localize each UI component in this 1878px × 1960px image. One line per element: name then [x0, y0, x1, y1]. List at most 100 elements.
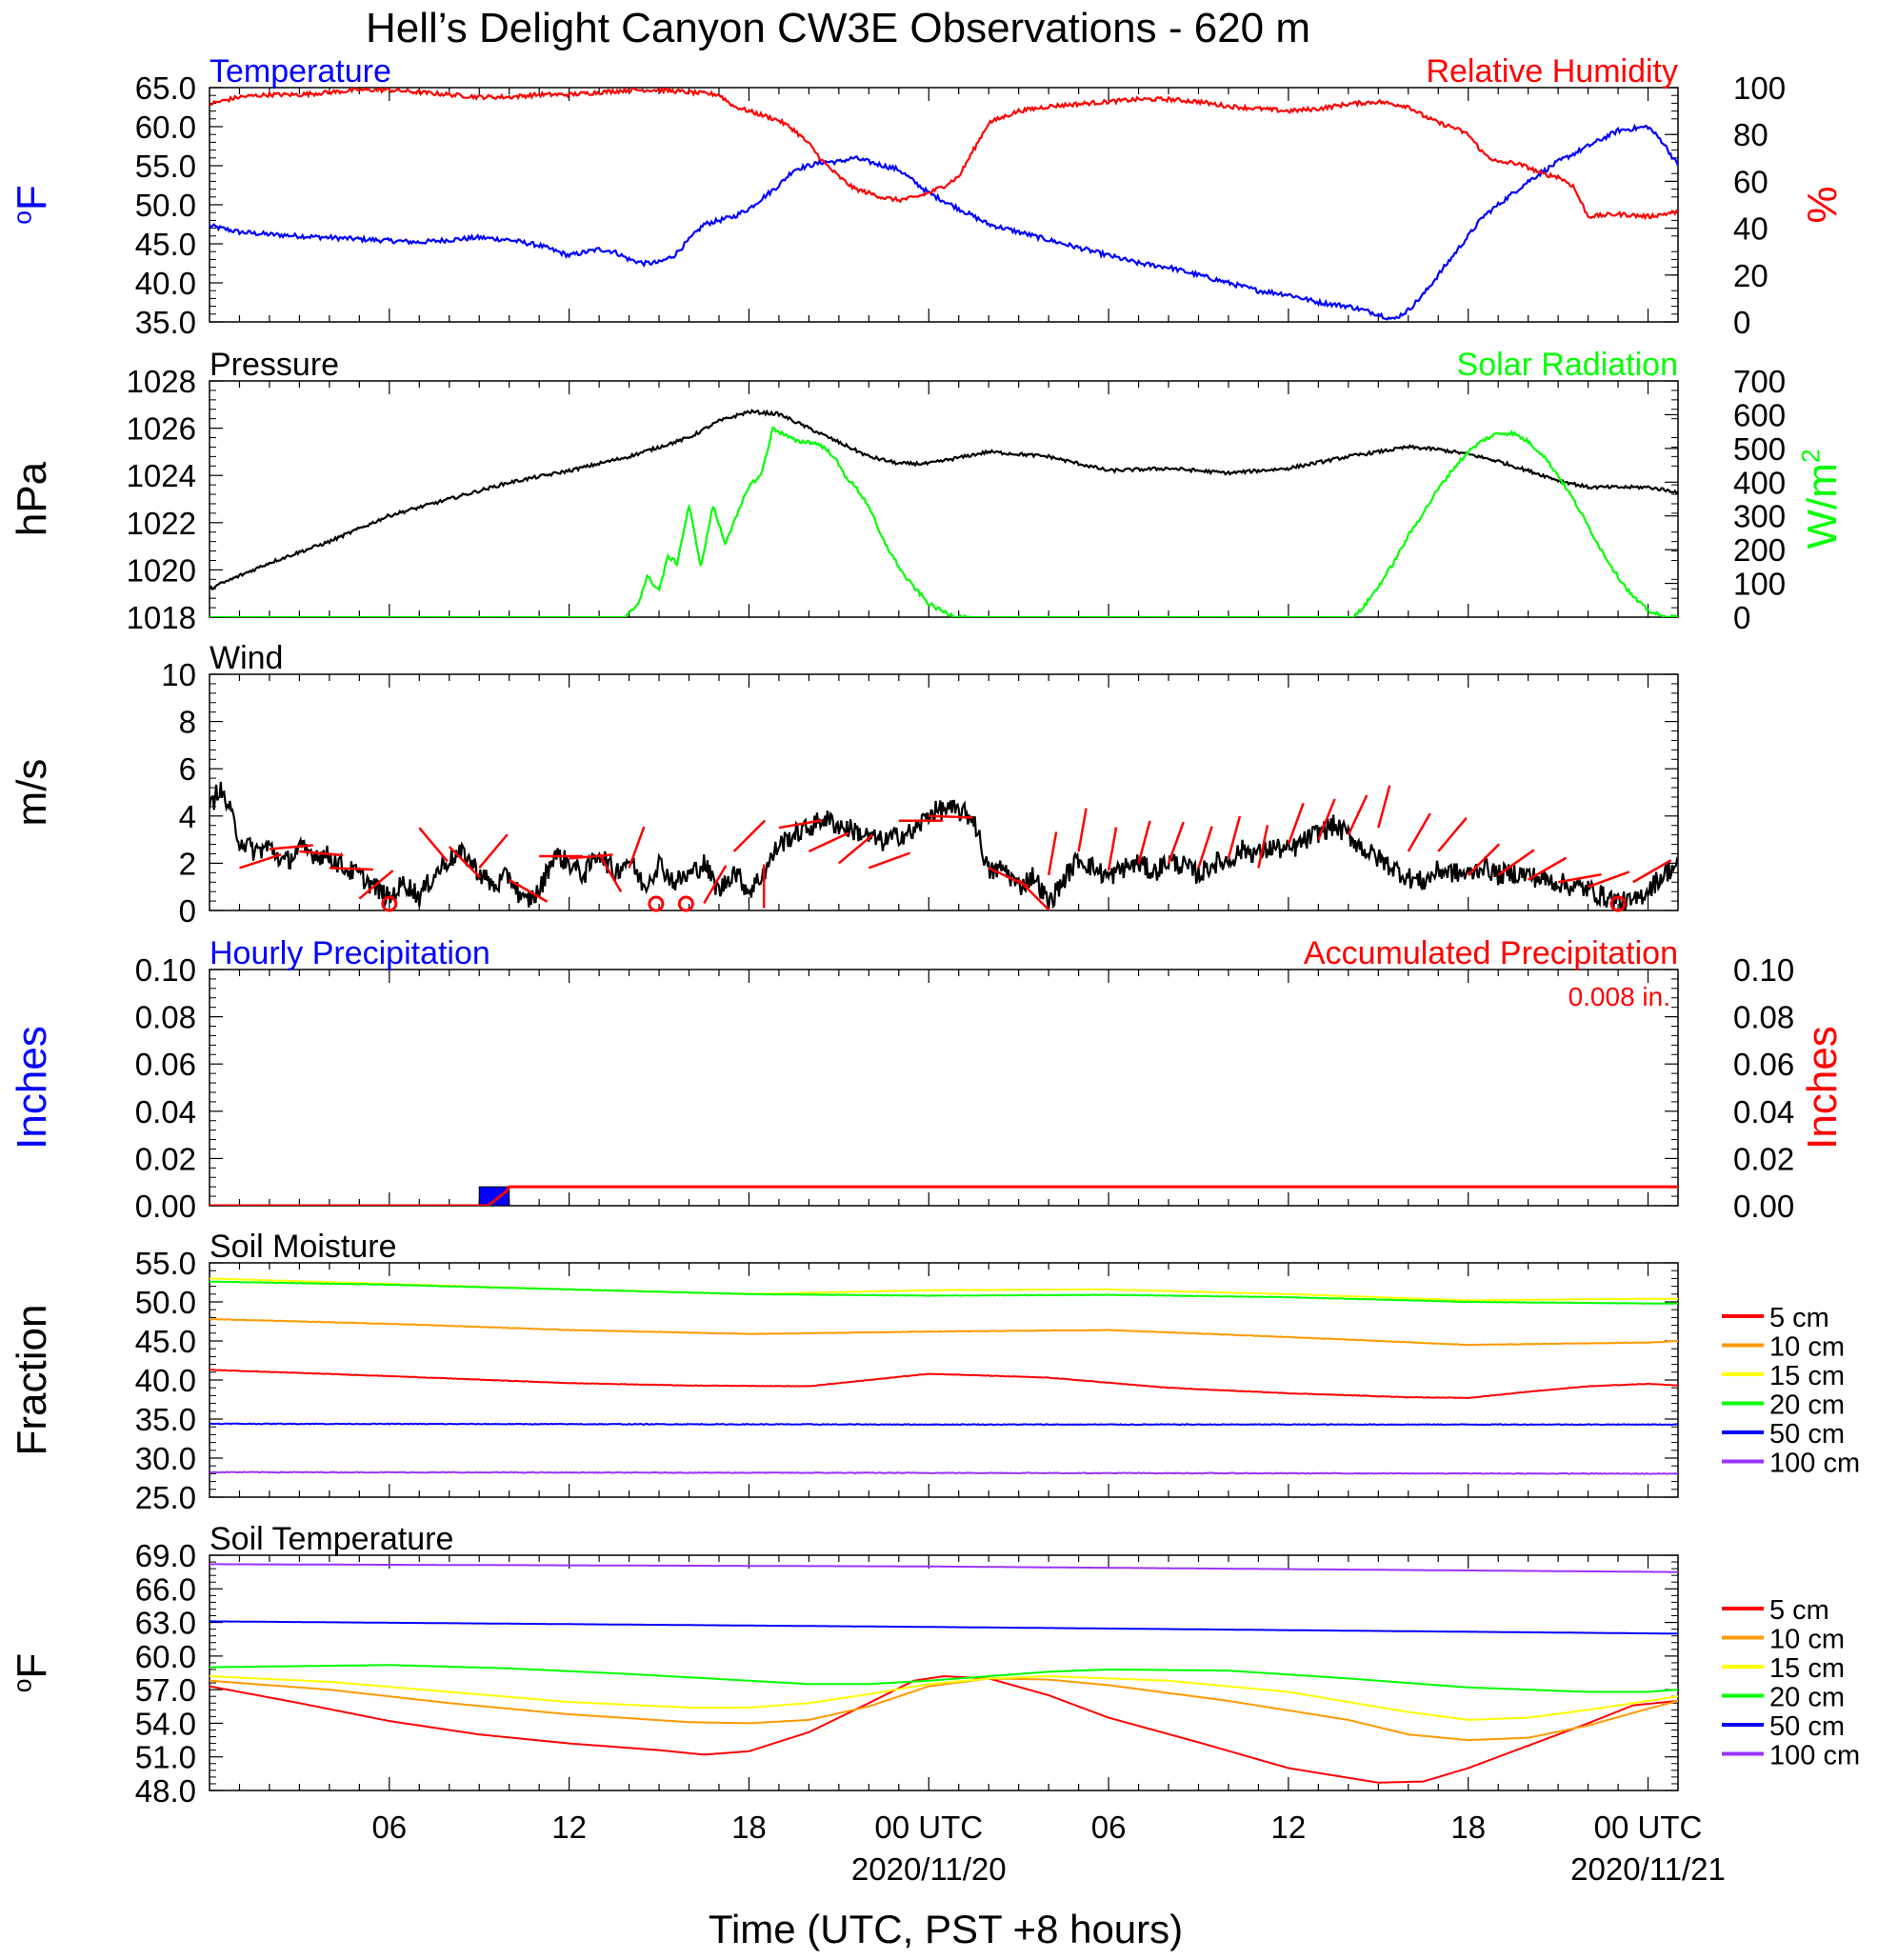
y-axis-label-left: oF [9, 1653, 55, 1693]
y-tick-label-left: 51.0 [135, 1740, 196, 1775]
y-axis-label-left: Inches [9, 1026, 55, 1150]
y-tick-label-left: 1022 [127, 506, 196, 541]
y-axis-label-right-exp: 2 [1796, 449, 1825, 463]
wind-direction-barb [569, 853, 613, 860]
legend-label: 5 cm [1769, 1595, 1829, 1626]
wind-direction-barb [1137, 820, 1151, 864]
y-tick-label-right: 0.08 [1733, 1000, 1794, 1035]
y-tick-label-left: 50.0 [135, 188, 196, 223]
series-line-pressure [210, 409, 1678, 591]
legend-label: 100 cm [1769, 1449, 1860, 1479]
y-tick-label-left: 35.0 [135, 1402, 196, 1437]
calm-wind-marker [1609, 895, 1627, 912]
wind-direction-barb [1017, 878, 1051, 910]
y-tick-label-right: 60 [1733, 164, 1768, 199]
wind-direction-barb [778, 818, 823, 830]
figure-title: Hell’s Delight Canyon CW3E Observations … [366, 5, 1310, 51]
y-tick-label-left: 1020 [127, 552, 196, 588]
y-tick-label-left: 54.0 [135, 1706, 196, 1741]
y-tick-label-left: 10 [161, 657, 196, 692]
y-tick-label-left: 1018 [127, 600, 196, 635]
wind-direction-barb [1528, 856, 1568, 881]
panel-temp_rh: 35.0 40.0 45.0 50.0 55.0 60.0 65.0 0 20 40 60 80 100… [9, 53, 1846, 340]
wind-direction-barb [269, 844, 313, 850]
wind-direction-barb [1407, 812, 1431, 852]
wind-direction-barb [838, 833, 873, 865]
y-axis-label-left-degree: o [9, 210, 37, 225]
wind-direction-barb [732, 819, 767, 852]
wind-direction-barb [929, 814, 973, 819]
y-tick-label-right: 600 [1733, 397, 1786, 432]
y-axis-label-left-degree: o [9, 1679, 37, 1693]
y-tick-label-left: 25.0 [135, 1480, 196, 1515]
y-tick-label-right: 100 [1733, 70, 1786, 106]
y-axis-label-right: W/m2 [1796, 449, 1846, 549]
y-tick-label-left: 60.0 [135, 1639, 196, 1674]
wind-direction-barb [478, 833, 509, 870]
plot-area [210, 1563, 1678, 1784]
y-tick-label-right: 500 [1733, 431, 1786, 467]
y-axis-label-left: Fraction [9, 1305, 55, 1456]
y-tick-label-right: 0.10 [1733, 952, 1794, 988]
y-tick-label-left: 60.0 [135, 110, 196, 145]
wind-direction-barb [239, 852, 282, 870]
x-tick-label: 18 [731, 1810, 767, 1845]
panel-soil_moisture: 25.0 30.0 35.0 40.0 45.0 50.0 55.0 Soil Moistur… [9, 1229, 1860, 1515]
legend-label: 50 cm [1769, 1711, 1845, 1742]
wind-direction-barb [358, 870, 394, 900]
legend-label: 5 cm [1769, 1303, 1829, 1333]
wind-direction-barb [1167, 821, 1185, 864]
y-axis-label-left: oF [9, 185, 55, 225]
y-tick-label-right: 0 [1733, 305, 1750, 340]
x-axis: 06 12 18 00 UTC 2020/11/20 06 12 18 00 UTC 2020/1… [371, 1810, 1725, 1887]
x-tick-label: 12 [551, 1810, 587, 1845]
calm-wind-marker [381, 895, 398, 912]
y-axis-label-right: Inches [1799, 1026, 1846, 1150]
panel-title-left: Soil Temperature [210, 1521, 453, 1557]
plot-area [210, 1185, 1678, 1206]
y-tick-label-left: 50.0 [135, 1285, 196, 1320]
legend-label: 15 cm [1769, 1361, 1845, 1391]
series-line-50-cm [210, 1422, 1678, 1427]
panels-group: 35.040.045.050.055.060.065.0020406080100… [9, 53, 1861, 1809]
x-tick-date-label: 2020/11/21 [1570, 1851, 1726, 1887]
panel-title-left: Wind [210, 640, 283, 676]
panel-wind: 0 2 4 6 8 10 Wind m/s [9, 640, 1679, 929]
panel-title-left: Pressure [210, 347, 339, 383]
wind-direction-barb [1077, 808, 1088, 852]
y-tick-label-left: 55.0 [135, 149, 196, 184]
y-tick-label-right: 0 [1733, 600, 1750, 635]
wind-direction-barb [1107, 827, 1118, 871]
y-tick-label-left: 69.0 [135, 1538, 196, 1573]
y-tick-label-right: 80 [1733, 117, 1768, 152]
legend-label: 20 cm [1769, 1390, 1845, 1421]
y-tick-label-right: 20 [1733, 258, 1768, 293]
wind-direction-barb [1257, 825, 1269, 869]
wind-direction-barb [1197, 826, 1213, 869]
series-line-solar-radiation [210, 426, 1678, 617]
legend-label: 100 cm [1769, 1741, 1860, 1771]
x-tick-label: 06 [371, 1810, 407, 1845]
x-tick-label: 00 UTC [1594, 1810, 1703, 1845]
y-tick-label-left: 4 [179, 799, 196, 834]
y-tick-label-left: 66.0 [135, 1571, 196, 1607]
wind-direction-barb [1467, 843, 1501, 876]
x-tick-label: 06 [1091, 1810, 1127, 1845]
wind-direction-barb [1437, 816, 1468, 852]
wind-direction-barb [1377, 785, 1391, 829]
wind-direction-barb [808, 831, 849, 853]
wind-direction-barb [299, 850, 344, 857]
panel-frame [209, 1554, 1679, 1791]
hourly-precip-bar [478, 1186, 510, 1206]
series-line-10-cm [210, 1318, 1678, 1347]
panel-frame [209, 380, 1679, 618]
y-tick-label-left: 0.10 [135, 952, 196, 988]
series-line-5-cm [210, 1369, 1678, 1399]
x-axis-label: Time (UTC, PST +8 hours) [709, 1907, 1183, 1951]
wind-direction-barb [1557, 873, 1602, 884]
legend-label: 50 cm [1769, 1419, 1845, 1450]
y-tick-label-left: 35.0 [135, 305, 196, 340]
y-tick-label-left: 6 [179, 751, 196, 787]
panel-title-right: Solar Radiation [1457, 347, 1678, 383]
